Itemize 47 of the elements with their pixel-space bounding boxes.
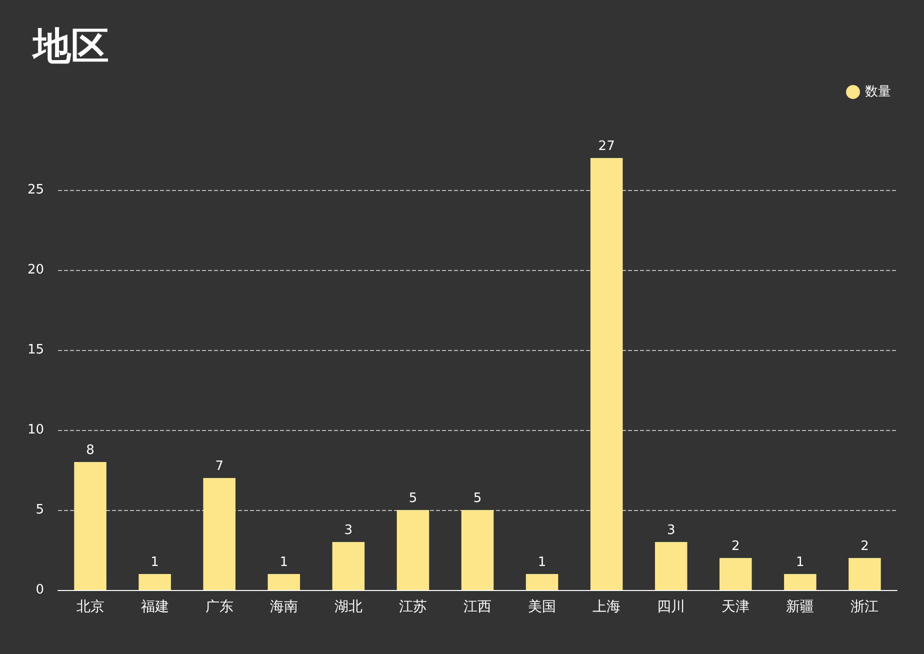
bar	[74, 462, 106, 590]
x-tick-label: 浙江	[850, 599, 879, 615]
data-label: 1	[150, 555, 159, 570]
y-tick-label: 20	[27, 262, 44, 278]
y-tick-label: 25	[27, 182, 44, 198]
x-tick-label: 江西	[464, 599, 492, 615]
bar	[138, 574, 171, 590]
bar	[203, 478, 236, 590]
data-label: 3	[666, 523, 676, 538]
x-tick-label: 美国	[528, 599, 556, 615]
x-tick-label: 湖北	[334, 599, 362, 615]
data-label: 27	[598, 139, 615, 154]
x-tick-label: 北京	[76, 599, 104, 615]
bar	[848, 558, 881, 590]
y-tick-label: 10	[27, 422, 44, 438]
bar	[268, 574, 300, 590]
data-label: 8	[86, 443, 94, 458]
y-tick-label: 15	[27, 342, 44, 358]
x-tick-label: 上海	[592, 599, 621, 615]
bar	[461, 510, 494, 590]
bar	[332, 542, 365, 590]
x-tick-label: 福建	[140, 599, 169, 615]
x-tick-label: 江苏	[398, 599, 427, 615]
data-label: 5	[473, 491, 482, 506]
y-tick-label: 0	[36, 582, 44, 598]
data-label: 2	[732, 539, 740, 554]
bar	[784, 574, 816, 590]
bar	[396, 510, 430, 590]
bar	[720, 558, 752, 590]
x-tick-label: 广东	[205, 599, 234, 615]
bar	[590, 158, 623, 590]
data-label: 1	[796, 555, 804, 570]
bar	[654, 542, 688, 590]
x-tick-label: 海南	[270, 599, 298, 615]
legend-label: 数量	[865, 84, 891, 100]
data-label: 1	[280, 555, 288, 570]
x-tick-label: 天津	[722, 599, 750, 615]
data-label: 5	[408, 491, 418, 506]
chart-title: 地区	[31, 24, 109, 68]
data-label: 2	[860, 539, 869, 554]
x-tick-label: 四川	[657, 599, 686, 615]
data-label: 7	[215, 459, 224, 474]
data-label: 3	[344, 523, 353, 538]
bar	[526, 574, 558, 590]
x-tick-label: 新疆	[786, 599, 814, 615]
y-tick-label: 5	[36, 502, 44, 518]
data-label: 1	[538, 555, 546, 570]
